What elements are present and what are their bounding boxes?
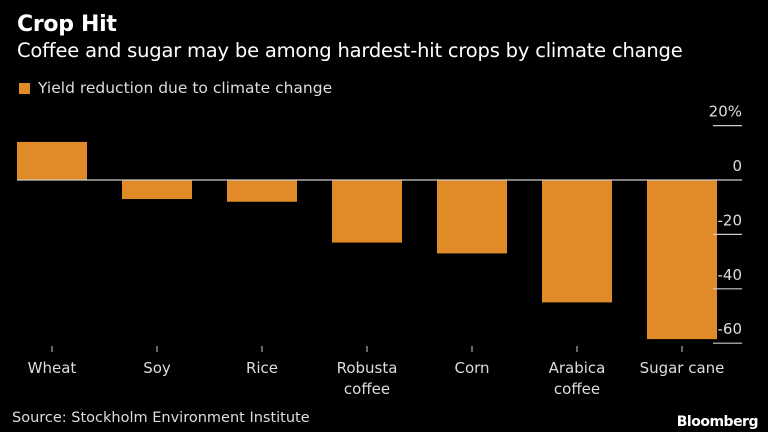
y-tick-label: -20 — [718, 211, 743, 229]
bar-sugar-cane — [647, 180, 717, 340]
y-tick-label: -60 — [718, 320, 743, 338]
y-tick-label: 0 — [732, 157, 742, 175]
x-category-label: Sugar cane — [640, 359, 725, 377]
bar-rice — [227, 180, 297, 202]
x-category-label: Robusta — [337, 359, 398, 377]
y-tick-label: -40 — [718, 266, 743, 284]
x-category-label: Corn — [454, 359, 489, 377]
x-category-label: Wheat — [28, 359, 77, 377]
legend-label: Yield reduction due to climate change — [38, 79, 333, 97]
x-category-label: Rice — [246, 359, 278, 377]
x-category-label: coffee — [554, 380, 600, 398]
x-category-label: Arabica — [549, 359, 606, 377]
legend-swatch — [19, 82, 30, 94]
y-tick-label: 20% — [709, 103, 742, 121]
chart-title: Crop Hit — [17, 12, 117, 37]
x-category-label: coffee — [344, 380, 390, 398]
bar-wheat — [17, 141, 87, 180]
x-category-label: Soy — [143, 359, 171, 377]
legend: Yield reduction due to climate change — [19, 79, 332, 97]
bloomberg-logo: Bloomberg — [676, 414, 759, 430]
source-note: Source: Stockholm Environment Institute — [12, 410, 310, 426]
bar-corn — [437, 180, 507, 254]
bar-arabica-coffee — [542, 180, 612, 303]
chart-subtitle: Coffee and sugar may be among hardest-hi… — [17, 39, 683, 62]
bar-soy — [122, 180, 192, 200]
bar-robusta-coffee — [332, 180, 402, 243]
